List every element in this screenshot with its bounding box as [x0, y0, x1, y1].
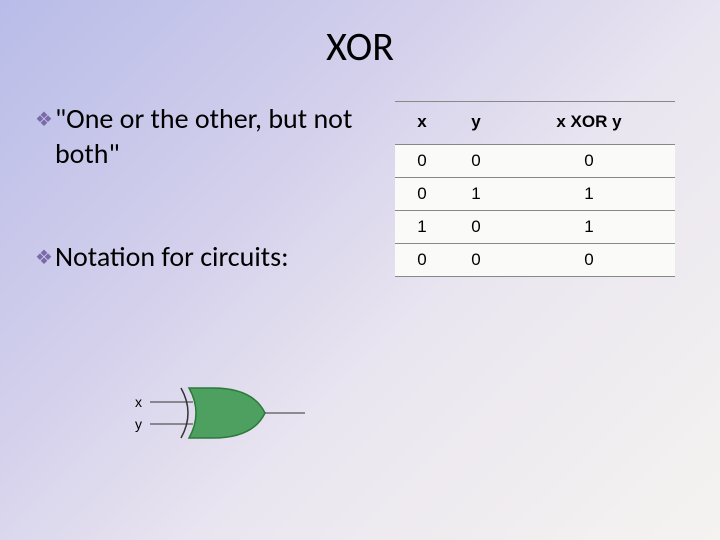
table-cell: 0: [503, 145, 675, 178]
gate-input-label: x: [135, 394, 142, 410]
xor-gate-diagram: x y: [135, 382, 325, 462]
bullet-text: Notation for circuits:: [55, 239, 289, 274]
table-cell: 0: [449, 145, 503, 178]
bullet-item: ❖ "One or the other, but not both": [35, 101, 395, 171]
xor-gate-icon: [135, 382, 325, 452]
table-cell: 0: [449, 244, 503, 277]
gate-input-label: y: [135, 416, 142, 432]
diamond-icon: ❖: [35, 245, 53, 270]
table-cell: 0: [395, 145, 449, 178]
table-cell: 0: [395, 244, 449, 277]
right-column: x y x XOR y 0 0 0 0 1 1 1 0: [395, 101, 700, 342]
table-header-row: x y x XOR y: [395, 102, 675, 145]
truth-table: x y x XOR y 0 0 0 0 1 1 1 0: [395, 101, 675, 277]
content-area: ❖ "One or the other, but not both" ❖ Not…: [0, 71, 720, 342]
table-cell: 1: [503, 178, 675, 211]
left-column: ❖ "One or the other, but not both" ❖ Not…: [20, 101, 395, 342]
page-title: XOR: [0, 0, 720, 71]
table-row: 0 0 0: [395, 145, 675, 178]
table-row: 1 0 1: [395, 211, 675, 244]
col-header: y: [449, 102, 503, 145]
diamond-icon: ❖: [35, 107, 53, 132]
table-cell: 1: [503, 211, 675, 244]
table-cell: 1: [395, 211, 449, 244]
table-cell: 1: [449, 178, 503, 211]
table-row: 0 0 0: [395, 244, 675, 277]
table-row: 0 1 1: [395, 178, 675, 211]
bullet-text: "One or the other, but not both": [55, 101, 395, 171]
bullet-item: ❖ Notation for circuits:: [35, 239, 395, 274]
table-cell: 0: [449, 211, 503, 244]
col-header: x: [395, 102, 449, 145]
col-header: x XOR y: [503, 102, 675, 145]
table-cell: 0: [503, 244, 675, 277]
table-cell: 0: [395, 178, 449, 211]
